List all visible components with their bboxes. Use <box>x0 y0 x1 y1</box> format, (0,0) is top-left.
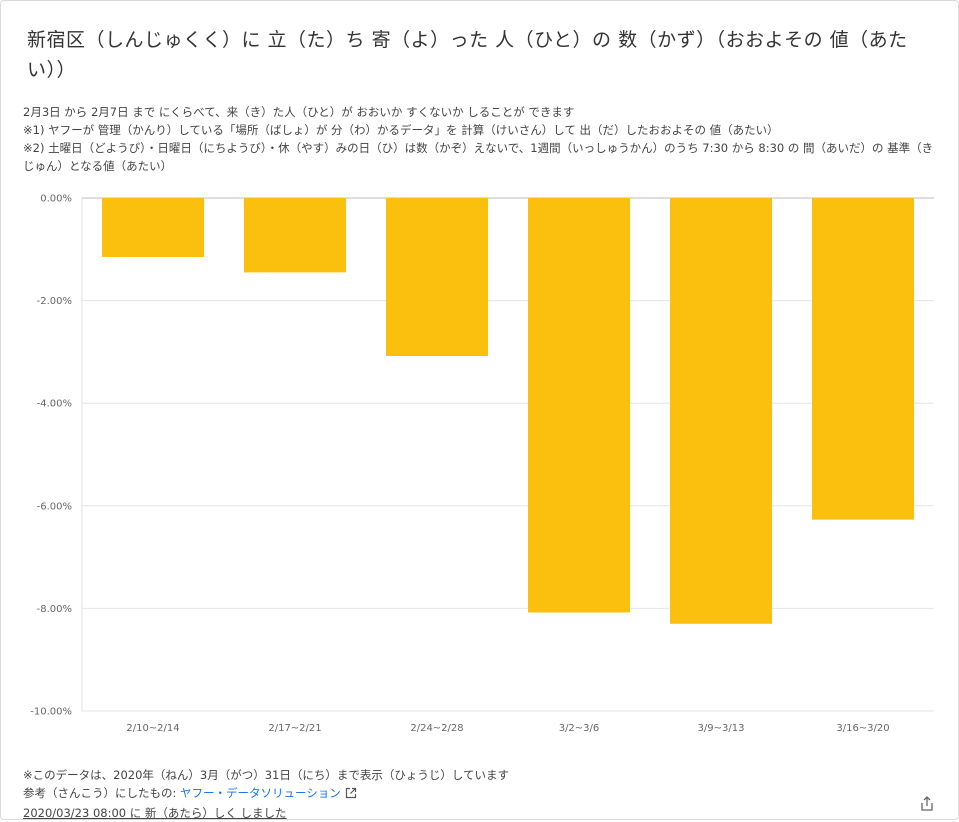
bar[interactable] <box>528 198 630 613</box>
bar[interactable] <box>102 198 204 257</box>
chart-title: 新宿区（しんじゅくく）に 立（た）ち 寄（よ）った 人（ひと）の 数（かず）（お… <box>27 29 908 81</box>
note-1: ※1) ヤフーが 管理（かんり）している「場所（ばしょ）が 分（わ）かるデータ」… <box>23 123 779 137</box>
bar[interactable] <box>812 198 914 520</box>
chart-notes: 2月3日 から 2月7日 まで にくらべて、来（き）た人（ひと）が おおいか す… <box>23 103 938 175</box>
x-tick-label: 3/9~3/13 <box>698 723 745 734</box>
reference-link[interactable]: ヤフー・データソリューション <box>180 786 341 800</box>
x-tick-label: 2/24~2/28 <box>410 723 463 734</box>
y-tick-label: -4.00% <box>37 399 72 410</box>
bar-chart: 0.00% -2.00% -4.00% -6.00% -8.00% -10.00% 2/10… <box>30 194 934 734</box>
reference-label: 参考（さんこう）にしたもの: <box>23 786 181 800</box>
bar[interactable] <box>386 198 488 357</box>
x-tick-label: 2/10~2/14 <box>126 723 179 734</box>
last-updated[interactable]: 2020/03/23 08:00 に 新（あたら）しく しました <box>23 806 287 820</box>
external-link-icon <box>345 786 357 804</box>
x-tick-label: 2/17~2/21 <box>268 723 321 734</box>
y-tick-label: -10.00% <box>30 707 72 718</box>
y-tick-label: -6.00% <box>37 501 72 512</box>
bar[interactable] <box>244 198 346 273</box>
x-tick-label: 3/2~3/6 <box>559 723 600 734</box>
y-tick-label: -2.00% <box>37 296 72 307</box>
reference-line: 参考（さんこう）にしたもの: ヤフー・データソリューション <box>23 784 509 804</box>
bar[interactable] <box>670 198 772 624</box>
y-tick-label: 0.00% <box>40 194 72 205</box>
chart-footer: ※このデータは、2020年（ねん）3月（がつ）31日（にち）まで表示（ひょうじ）… <box>23 766 509 822</box>
note-comparison: 2月3日 から 2月7日 まで にくらべて、来（き）た人（ひと）が おおいか す… <box>23 105 575 119</box>
x-tick-label: 3/16~3/20 <box>836 723 889 734</box>
share-icon[interactable] <box>918 795 936 813</box>
y-tick-label: -8.00% <box>37 604 72 615</box>
note-2: ※2) 土曜日（どようび）・日曜日（にちようび）・休（やす）みの日（ひ）は数（か… <box>23 141 934 173</box>
data-note: ※このデータは、2020年（ねん）3月（がつ）31日（にち）まで表示（ひょうじ）… <box>23 768 510 782</box>
